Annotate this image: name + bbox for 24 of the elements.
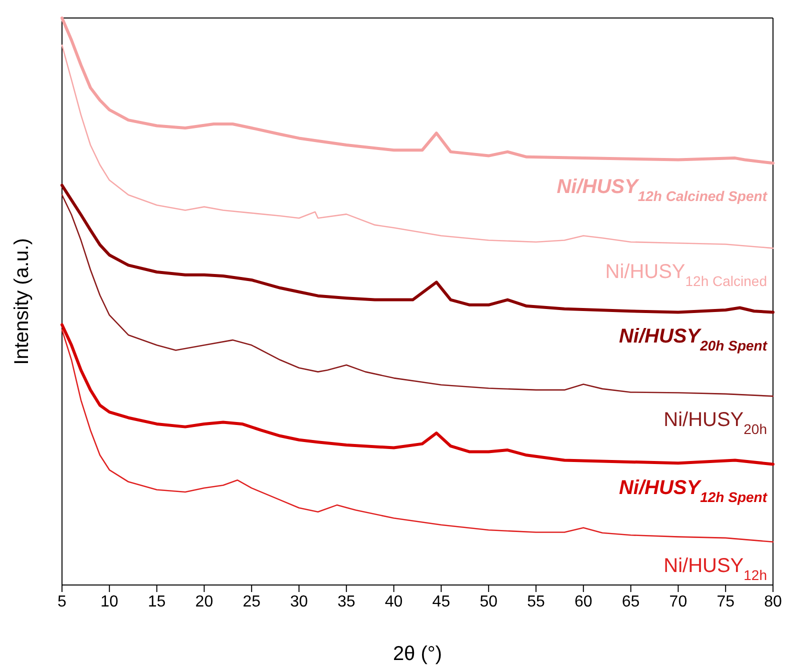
x-tick-label: 70 <box>669 593 688 610</box>
x-tick-label: 15 <box>148 593 166 610</box>
x-tick-label: 80 <box>764 593 782 610</box>
x-tick-label: 10 <box>100 593 118 610</box>
x-tick-label: 35 <box>338 593 356 610</box>
x-tick-label: 60 <box>574 593 592 610</box>
x-tick-label: 55 <box>527 593 545 610</box>
x-tick-label: 25 <box>242 593 261 610</box>
series-label: Ni/HUSY$_{20h}$ <box>664 409 767 438</box>
x-tick-label: 40 <box>384 593 403 610</box>
x-axis-title: 2θ (°) <box>392 643 442 665</box>
series-label: Ni/HUSY$_{12h}$ <box>664 554 767 583</box>
x-tick-label: 5 <box>58 593 67 610</box>
x-tick-label: 75 <box>716 593 735 610</box>
series-label: Ni/HUSY$_{12h Calcined Spent}$ <box>556 176 768 204</box>
x-tick-label: 45 <box>432 593 450 610</box>
x-tick-label: 65 <box>622 593 640 610</box>
series-label: Ni/HUSY$_{20h Spent}$ <box>618 325 768 354</box>
series-label: Ni/HUSY$_{12h Spent}$ <box>618 477 768 506</box>
x-tick-label: 50 <box>480 593 498 610</box>
x-tick-label: 30 <box>290 593 308 610</box>
y-axis-title: Intensity (a.u.) <box>11 238 33 365</box>
series-label: Ni/HUSY$_{12h Calcined}$ <box>605 261 767 290</box>
x-tick-label: 20 <box>195 593 214 610</box>
